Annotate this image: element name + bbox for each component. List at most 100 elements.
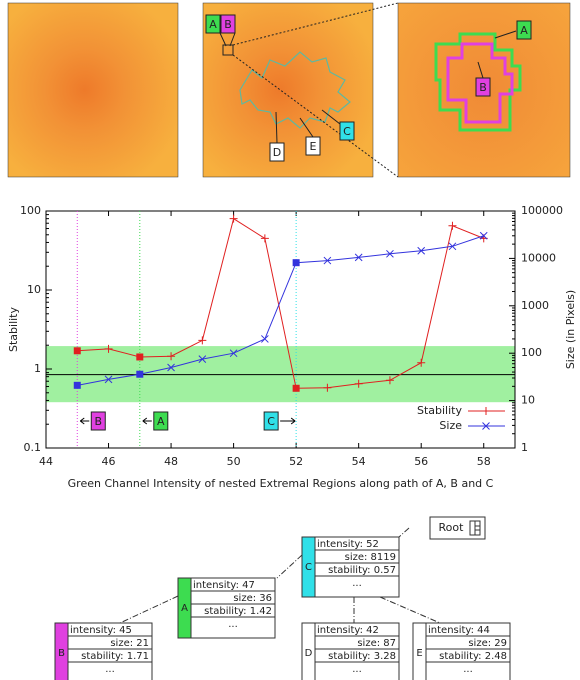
x-tick-label: 54 <box>352 455 366 468</box>
point <box>229 214 238 223</box>
point <box>167 363 175 372</box>
point <box>354 379 363 388</box>
legend-label: Size <box>439 419 462 432</box>
image-label-box <box>305 136 321 156</box>
region-a <box>434 32 522 132</box>
point <box>104 344 113 353</box>
y2-tick-label: 100 <box>521 346 542 359</box>
node-row: ... <box>352 578 362 589</box>
node-row: size: 36 <box>233 593 272 604</box>
pointer <box>299 117 314 138</box>
node-row: stability: 0.57 <box>328 565 396 576</box>
root-box <box>429 516 486 540</box>
y2-tick-label: 1000 <box>521 299 549 312</box>
root-label: Root <box>439 521 465 534</box>
zoom-line <box>232 2 399 46</box>
point <box>417 358 426 367</box>
node-row: size: 29 <box>468 638 507 649</box>
y2-axis-label: Size (in Pixels) <box>564 290 577 369</box>
plot-frame <box>45 210 516 449</box>
marker-label-box <box>263 411 279 431</box>
tree-edge <box>119 595 179 624</box>
node-label: A <box>181 603 188 614</box>
point-highlight <box>136 370 144 378</box>
node-row: stability: 1.42 <box>204 606 272 617</box>
point <box>104 375 113 384</box>
point <box>386 249 394 258</box>
pointer <box>477 61 484 79</box>
marker-arrowhead <box>142 417 148 425</box>
region-contour <box>239 51 351 129</box>
x-tick-label: 58 <box>477 455 491 468</box>
tree-edge <box>276 554 303 579</box>
image-labels: A BCD EAB <box>205 14 532 162</box>
series-line <box>77 217 484 389</box>
y2-tick-label: 1 <box>521 441 528 454</box>
point <box>198 355 207 363</box>
node-row: size: 21 <box>110 638 149 649</box>
x-axis-label: Green Channel Intensity of nested Extrem… <box>68 477 494 490</box>
point-highlight <box>292 259 300 267</box>
node-row: size: 8119 <box>345 552 396 563</box>
chart: 44 46 48 50 52 54 56 58 0.1 1 10 100 1 10 100 1000 10000… <box>7 204 577 490</box>
image-label: E <box>310 140 317 153</box>
x-tick-label: 46 <box>102 455 116 468</box>
point <box>229 349 238 358</box>
node-label: B <box>58 648 65 659</box>
pointer <box>229 32 236 47</box>
image-label: A <box>520 24 528 37</box>
node-label: C <box>305 562 312 573</box>
point <box>417 246 426 255</box>
image-label-box <box>220 14 236 34</box>
legend-marker <box>482 407 490 415</box>
point <box>167 352 176 361</box>
marker-label: B <box>94 415 102 428</box>
legend-marker <box>482 422 490 430</box>
image-label: B <box>224 18 232 31</box>
y-axis-label: Stability <box>7 307 20 353</box>
y2-tick-label: 100000 <box>521 204 563 217</box>
node-row: intensity: 52 <box>317 539 379 550</box>
point-highlight <box>136 353 144 361</box>
y-tick-label: 10 <box>27 283 41 296</box>
image-label: B <box>479 81 487 94</box>
image-label: C <box>343 125 351 138</box>
point <box>260 234 269 243</box>
marker-label-box <box>153 411 169 431</box>
point-highlight <box>73 381 81 389</box>
node-row: intensity: 47 <box>193 580 255 591</box>
tree-edge <box>398 527 410 538</box>
image-label-box <box>516 20 532 40</box>
node-row: intensity: 45 <box>70 625 132 636</box>
y-tick-label: 1 <box>34 362 41 375</box>
image-label-box <box>205 14 221 34</box>
marker-label: A <box>157 415 165 428</box>
point <box>354 253 363 262</box>
point <box>479 231 488 240</box>
x-tick-label: 56 <box>414 455 428 468</box>
y2-tick-label: 10 <box>521 394 535 407</box>
node-box <box>67 622 153 680</box>
node-box <box>190 577 276 639</box>
pointer <box>275 111 278 144</box>
pointer <box>494 30 517 39</box>
image-label-box <box>269 142 285 162</box>
x-tick-label: 48 <box>164 455 178 468</box>
zoom-box <box>222 44 234 56</box>
point <box>448 242 457 251</box>
marker-label-box <box>90 411 106 431</box>
point <box>198 336 207 345</box>
point-highlight <box>73 347 81 355</box>
node-row: stability: 2.48 <box>439 651 507 662</box>
x-tick-label: 44 <box>39 455 53 468</box>
image-label-box <box>475 77 491 97</box>
marker-label: C <box>267 415 275 428</box>
y2-tick-label: 10000 <box>521 251 556 264</box>
node-row: ... <box>228 619 238 630</box>
